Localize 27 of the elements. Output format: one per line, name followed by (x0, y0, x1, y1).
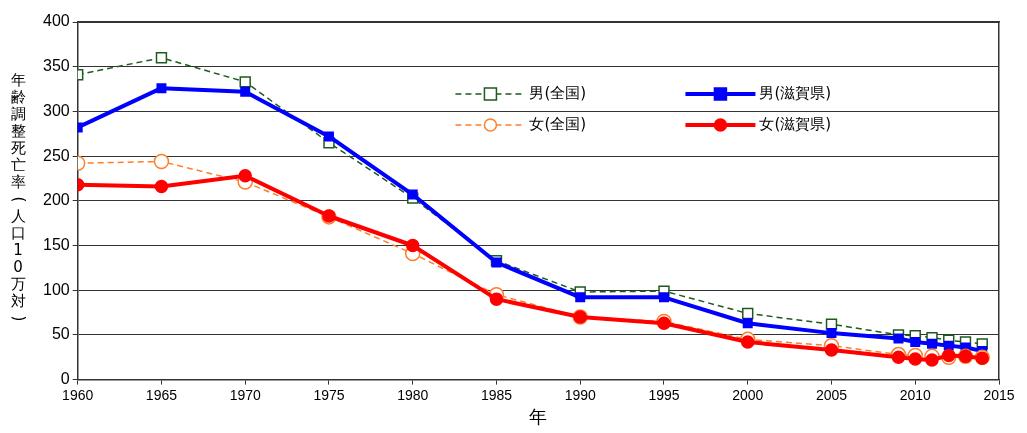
y-tick-label: 300 (42, 101, 70, 119)
y-tick-label: 250 (42, 146, 70, 164)
legend-label: 男(滋賀県) (759, 83, 832, 102)
y-tick-label: 100 (42, 280, 70, 298)
legend-label: 女(滋賀県) (759, 114, 832, 133)
y-tick-label: 0 (60, 370, 70, 388)
legend-label: 女(全国) (529, 114, 587, 133)
x-tick-label: 1990 (564, 386, 597, 403)
x-tick-label: 2015 (983, 386, 1015, 403)
y-tick-label: 200 (42, 191, 70, 209)
x-tick-label: 1960 (62, 386, 94, 403)
x-tick-label: 1985 (480, 386, 513, 403)
y-tick-label: 50 (51, 325, 70, 343)
x-tick-label: 1965 (145, 386, 178, 403)
x-tick-label: 1980 (397, 386, 429, 403)
x-tick-label: 2005 (815, 386, 848, 403)
y-tick-label: 350 (42, 57, 70, 75)
x-tick-label: 1975 (313, 386, 345, 403)
text: 年齢調整死亡率(人口10万対) (9, 71, 28, 322)
x-tick-label: 2000 (732, 386, 764, 403)
y-tick-label: 400 (42, 12, 70, 30)
y-tick-label: 150 (42, 235, 70, 253)
x-tick-label: 2010 (899, 386, 932, 403)
x-tick-label: 1995 (648, 386, 680, 403)
x-axis-title: 年 (529, 407, 548, 428)
legend-label: 男(全国) (529, 83, 587, 102)
x-tick-label: 1970 (229, 386, 261, 403)
